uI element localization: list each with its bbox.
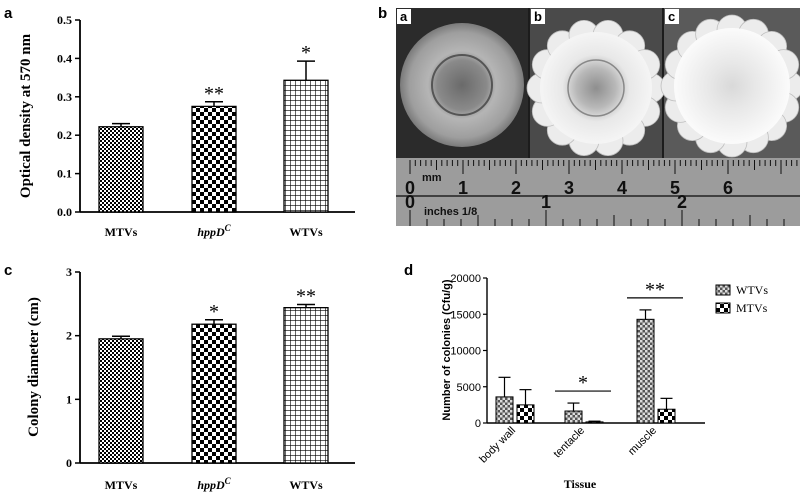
panel-letter-b: b [378,5,387,22]
bar [191,105,237,213]
colony-photo-panel: a b c mm inches 1/8 0 1 2 3 4 5 60 1 2 [396,8,800,226]
ruler-number-inch: 1 [541,192,551,212]
y-tick-label: 0.0 [57,205,72,219]
category-label: MTVs [105,478,138,492]
legend-swatch [715,284,731,296]
category-label: tentacle [551,425,587,461]
colony-body [540,32,652,144]
category-label: hppDC [197,223,231,239]
category-label: WTVs [289,225,323,239]
photo-letter-c-box [665,9,679,24]
category-label: MTVs [105,225,138,239]
bar [191,323,237,464]
legend-label: MTVs [736,301,768,315]
panel-letter-d: d [404,262,413,279]
y-axis-title: Colony diameter (cm) [26,297,42,437]
significance-marker: * [301,42,311,64]
legend-swatch [715,302,731,314]
category-label: muscle [626,425,659,458]
bar [283,307,329,464]
y-tick-label: 0 [66,456,72,470]
bar [516,404,535,424]
ruler-bottom-unit: inches 1/8 [424,206,477,218]
photo-letter-a: a [400,9,408,24]
y-tick-label: 0 [475,418,481,430]
photo-letter-b: b [534,9,542,24]
y-tick-label: 0.2 [57,128,72,142]
chart-c: 0 1 2 3 Colony diameter (cm) MTVs * hppDC ** WTVs [26,265,355,492]
ruler-number-mm: 5 [670,178,680,198]
category-label: body wall [477,425,518,466]
panel-letter-a: a [4,5,13,22]
y-tick-label: 20000 [450,273,481,285]
significance-marker: ** [296,285,316,307]
ruler-number-mm: 0 [405,178,415,198]
legend-label: WTVs [736,283,768,297]
bar [283,79,329,213]
y-tick-label: 0.5 [57,13,72,27]
category-label: WTVs [289,478,323,492]
bar [585,421,604,424]
ruler-number-mm: 2 [511,178,521,198]
colony-c [660,14,800,158]
bar [564,410,583,424]
significance-marker: ** [204,83,224,105]
colony-ring [567,59,625,117]
bar [495,396,514,424]
y-tick-label: 2 [66,329,72,343]
ruler-number-mm: 3 [564,178,574,198]
ruler-number-mm: 6 [723,178,733,198]
ruler-ticks [409,160,798,226]
y-tick-label: 15000 [450,309,481,321]
ruler-top-unit: mm [422,172,442,184]
significance-marker: * [209,301,219,323]
y-tick-label: 1 [66,392,72,406]
colony-a [400,23,524,147]
photo-letter-c: c [668,9,675,24]
y-tick-label: 3 [66,265,72,279]
photo-letter-a-box [397,9,411,24]
y-axis-title: Optical density at 570 nm [18,33,34,198]
x-axis-title: Tissue [564,477,597,491]
ruler-number-inch: 2 [677,192,687,212]
significance-marker: ** [645,279,665,301]
colony-body [674,28,790,144]
bar [98,338,144,464]
colony-b [526,20,666,157]
y-tick-label: 0.1 [57,167,72,181]
y-tick-label: 5000 [457,382,481,394]
bar [636,318,655,424]
y-axis-title: Number of colonies (Cfu/g) [441,279,453,421]
ruler-number-inch: 0 [405,192,415,212]
y-tick-label: 0.3 [57,90,72,104]
category-label: hppDC [197,476,231,492]
chart-a: 0.0 0.1 0.2 0.3 0.4 0.5 Optical density at 570… [18,13,355,239]
ruler-numbers: 0 1 2 3 4 5 60 1 2 [405,178,733,212]
photo-letter-b-box [531,9,545,24]
bar [657,408,676,424]
panel-letter-c: c [4,262,12,279]
y-tick-label: 0.4 [57,51,72,65]
ruler-number-mm: 4 [617,178,627,198]
ruler-number-mm: 1 [458,178,468,198]
significance-marker: * [578,372,588,394]
y-tick-label: 10000 [450,346,481,358]
colony-a-ring [431,54,493,116]
bar [98,126,144,213]
